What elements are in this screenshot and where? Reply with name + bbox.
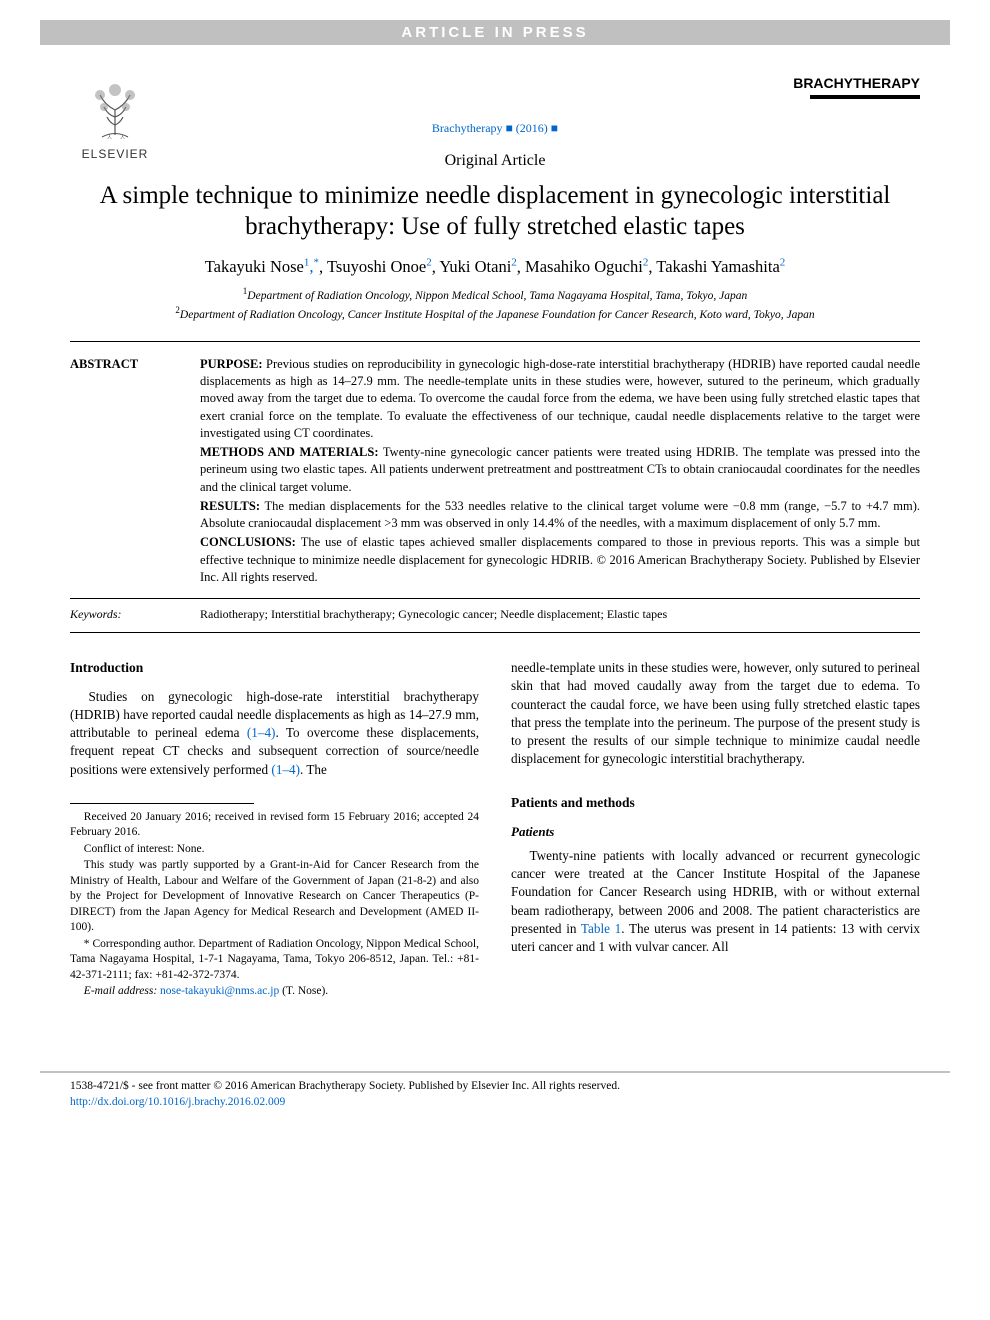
author: Takashi Yamashita2 bbox=[656, 257, 785, 276]
affiliations: 1Department of Radiation Oncology, Nippo… bbox=[70, 285, 920, 323]
body-columns: Introduction Studies on gynecologic high… bbox=[70, 659, 920, 1001]
citation-issue: ■ (2016) ■ bbox=[506, 121, 559, 135]
footer-copyright: 1538-4721/$ - see front matter © 2016 Am… bbox=[70, 1079, 920, 1095]
elsevier-tree-icon: 人 人 bbox=[80, 75, 150, 145]
email-suffix: (T. Nose). bbox=[282, 985, 328, 997]
author: Takayuki Nose1,* bbox=[205, 257, 319, 276]
journal-rule bbox=[810, 95, 920, 99]
rule-bottom bbox=[70, 632, 920, 633]
footnotes: Received 20 January 2016; received in re… bbox=[70, 810, 479, 1000]
author: Tsuyoshi Onoe2 bbox=[327, 257, 432, 276]
footer-doi-link[interactable]: http://dx.doi.org/10.1016/j.brachy.2016.… bbox=[70, 1095, 920, 1111]
header-row: 人 人 ELSEVIER BRACHYTHERAPY bbox=[70, 75, 920, 161]
affiliation-2: 2Department of Radiation Oncology, Cance… bbox=[70, 304, 920, 323]
svg-text:人: 人 bbox=[107, 135, 112, 141]
article-in-press-banner: ARTICLE IN PRESS bbox=[40, 20, 950, 45]
svg-text:人: 人 bbox=[120, 135, 125, 141]
author-list: Takayuki Nose1,*, Tsuyoshi Onoe2, Yuki O… bbox=[70, 257, 920, 278]
abstract-methods-label: METHODS AND MATERIALS: bbox=[200, 445, 379, 459]
footnote-funding: This study was partly supported by a Gra… bbox=[70, 858, 479, 936]
citation-journal: Brachytherapy bbox=[432, 121, 503, 135]
abstract-conclusions-text: The use of elastic tapes achieved smalle… bbox=[200, 535, 920, 584]
abstract-results-text: The median displacements for the 533 nee… bbox=[200, 499, 920, 530]
journal-name: BRACHYTHERAPY bbox=[793, 75, 920, 91]
keywords-text: Radiotherapy; Interstitial brachytherapy… bbox=[200, 607, 920, 622]
footnotes-rule bbox=[70, 803, 254, 804]
page-footer: 1538-4721/$ - see front matter © 2016 Am… bbox=[40, 1071, 950, 1130]
keywords-row: Keywords: Radiotherapy; Interstitial bra… bbox=[70, 599, 920, 632]
citation-line: Brachytherapy ■ (2016) ■ bbox=[70, 121, 920, 136]
section-methods: Patients and methods bbox=[511, 794, 920, 813]
footnote-received: Received 20 January 2016; received in re… bbox=[70, 810, 479, 841]
footnote-corresponding: * Corresponding author. Department of Ra… bbox=[70, 937, 479, 984]
intro-continuation: needle-template units in these studies w… bbox=[511, 659, 920, 768]
email-label: E-mail address: bbox=[84, 985, 157, 997]
intro-paragraph: Studies on gynecologic high-dose-rate in… bbox=[70, 688, 479, 779]
email-link[interactable]: nose-takayuki@nms.ac.jp bbox=[160, 985, 279, 997]
patients-paragraph: Twenty-nine patients with locally advanc… bbox=[511, 847, 920, 956]
citation-link[interactable]: (1–4) bbox=[247, 725, 276, 740]
subsection-patients: Patients bbox=[511, 823, 920, 841]
section-introduction: Introduction bbox=[70, 659, 479, 678]
page-content: 人 人 ELSEVIER BRACHYTHERAPY Brachytherapy… bbox=[0, 45, 990, 1041]
abstract-body: PURPOSE: Previous studies on reproducibi… bbox=[200, 356, 920, 588]
abstract-block: ABSTRACT PURPOSE: Previous studies on re… bbox=[70, 342, 920, 598]
article-title: A simple technique to minimize needle di… bbox=[90, 180, 900, 243]
abstract-label: ABSTRACT bbox=[70, 356, 200, 588]
affiliation-1: 1Department of Radiation Oncology, Nippo… bbox=[70, 285, 920, 304]
footnote-email: E-mail address: nose-takayuki@nms.ac.jp … bbox=[70, 984, 479, 1000]
table-link[interactable]: Table 1 bbox=[581, 921, 621, 936]
abstract-purpose-text: Previous studies on reproducibility in g… bbox=[200, 357, 920, 440]
keywords-label: Keywords: bbox=[70, 607, 200, 622]
footnote-conflict: Conflict of interest: None. bbox=[70, 842, 479, 858]
citation-link[interactable]: (1–4) bbox=[271, 762, 300, 777]
author: Yuki Otani2 bbox=[439, 257, 516, 276]
journal-brand: BRACHYTHERAPY bbox=[793, 75, 920, 99]
column-left: Introduction Studies on gynecologic high… bbox=[70, 659, 479, 1001]
article-type: Original Article bbox=[70, 152, 920, 170]
publisher-name: ELSEVIER bbox=[82, 147, 149, 161]
abstract-purpose-label: PURPOSE: bbox=[200, 357, 263, 371]
publisher-logo-block: 人 人 ELSEVIER bbox=[70, 75, 160, 161]
abstract-results-label: RESULTS: bbox=[200, 499, 260, 513]
abstract-conclusions-label: CONCLUSIONS: bbox=[200, 535, 296, 549]
author: Masahiko Oguchi2 bbox=[525, 257, 648, 276]
column-right: needle-template units in these studies w… bbox=[511, 659, 920, 1001]
